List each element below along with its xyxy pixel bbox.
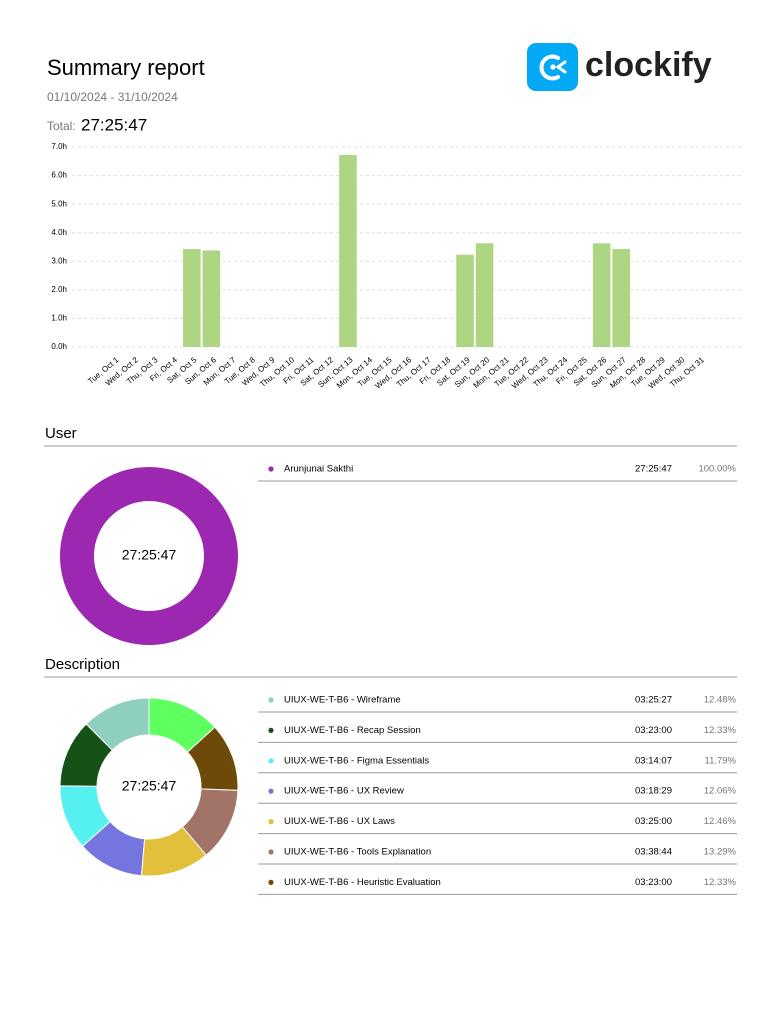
total-value: 27:25:47 [81, 115, 147, 134]
legend-name: UIUX-WE-T-B6 - UX Review [284, 786, 404, 797]
legend-name: UIUX-WE-T-B6 - Heuristic Evaluation [284, 877, 441, 888]
legend-name: UIUX-WE-T-B6 - Recap Session [284, 725, 421, 736]
logo-dot [550, 64, 556, 70]
legend-dot [268, 819, 274, 825]
legend-duration: 03:25:27 [635, 695, 672, 706]
legend-name: UIUX-WE-T-B6 - UX Laws [284, 816, 395, 827]
legend-duration: 03:14:07 [635, 755, 672, 766]
legend-duration: 03:18:29 [635, 786, 672, 797]
legend-name: Arunjunai Sakthi [284, 464, 353, 475]
legend-duration: 03:23:00 [635, 877, 672, 888]
legend-duration: 03:25:00 [635, 816, 672, 827]
logo-arc [539, 54, 560, 81]
donut-segment [59, 467, 238, 645]
legend-percent: 12.48% [704, 695, 737, 706]
report-title: Summary report [47, 55, 205, 80]
legend-dot [268, 727, 274, 734]
bar [456, 254, 474, 347]
y-tick-label: 0.0h [51, 342, 67, 351]
y-tick-label: 3.0h [51, 256, 67, 265]
total-label: Total: [47, 119, 76, 133]
donut-center-label: 27:25:47 [122, 778, 177, 794]
y-tick-label: 5.0h [51, 199, 67, 208]
y-tick-label: 2.0h [51, 285, 67, 294]
legend-percent: 12.33% [704, 725, 737, 736]
legend-percent: 12.46% [704, 816, 737, 827]
logo: clockify [527, 43, 712, 91]
y-tick-label: 1.0h [51, 314, 67, 323]
bar [339, 155, 357, 347]
bar [475, 243, 494, 347]
donut-segment [148, 697, 216, 753]
legend-name: UIUX-WE-T-B6 - Figma Essentials [284, 755, 429, 766]
legend-dot [268, 849, 274, 855]
logo-chevron [555, 60, 567, 74]
legend-duration: 27:25:47 [635, 464, 672, 475]
legend-percent: 12.06% [704, 786, 737, 797]
legend-percent: 100.00% [698, 464, 736, 475]
legend-dot [268, 466, 274, 472]
y-tick-label: 7.0h [51, 142, 67, 151]
date-range: 01/10/2024 - 31/10/2024 [47, 90, 178, 104]
legend-dot [268, 788, 274, 794]
legend-duration: 03:38:44 [635, 847, 672, 858]
donut-center-label: 27:25:47 [122, 547, 177, 563]
legend-name: UIUX-WE-T-B6 - Wireframe [284, 695, 401, 706]
legend-dot [268, 758, 274, 764]
legend-dot [268, 697, 274, 703]
legend-percent: 12.33% [704, 877, 737, 888]
legend-percent: 11.79% [704, 755, 736, 766]
bar [592, 243, 611, 347]
y-tick-label: 6.0h [51, 171, 67, 180]
legend-dot [268, 879, 274, 886]
bar [612, 249, 630, 347]
brand-name: clockify [585, 46, 712, 84]
y-tick-label: 4.0h [51, 228, 67, 237]
section-title: User [45, 425, 77, 442]
bar [183, 249, 201, 347]
legend-name: UIUX-WE-T-B6 - Tools Explanation [284, 847, 431, 858]
bar [202, 250, 221, 347]
legend-duration: 03:23:00 [635, 725, 672, 736]
legend-percent: 13.29% [704, 847, 737, 858]
section-title: Description [45, 656, 120, 673]
